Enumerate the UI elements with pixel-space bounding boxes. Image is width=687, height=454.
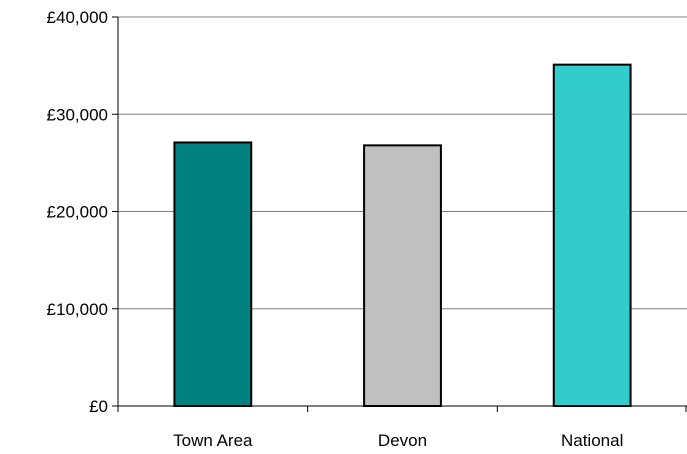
x-category-label-1: Devon [378,431,427,450]
bar-devon [363,144,442,407]
bar-national [552,63,632,407]
labels: £0 £10,000 £20,000 £30,000 £40,000 Town Area D… [47,8,624,450]
y-tick-label-2: £20,000 [47,203,108,222]
y-tick-label-4: £40,000 [47,8,108,27]
x-category-label-0: Town Area [173,431,253,450]
y-tick-label-1: £10,000 [47,300,108,319]
x-category-label-2: National [561,431,623,450]
bar-town-area [173,141,253,407]
y-tick-label-0: £0 [89,397,108,416]
y-tick-label-3: £30,000 [47,105,108,124]
axes [112,16,687,412]
bars [173,63,632,407]
